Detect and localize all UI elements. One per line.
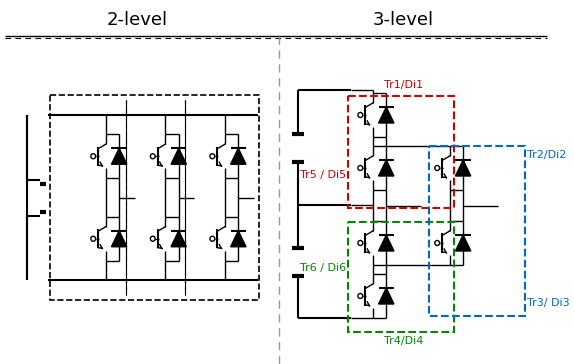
Text: 2-level: 2-level — [107, 11, 168, 29]
Polygon shape — [379, 160, 394, 176]
Text: Tr4/Di4: Tr4/Di4 — [384, 336, 423, 346]
Text: Tr5 / Di5: Tr5 / Di5 — [300, 170, 346, 180]
Bar — [348, 96, 453, 208]
Text: Tr1/Di1: Tr1/Di1 — [384, 80, 423, 90]
Text: Tr3/ Di3: Tr3/ Di3 — [526, 298, 569, 308]
Polygon shape — [455, 160, 471, 176]
Bar — [50, 95, 259, 300]
Polygon shape — [111, 148, 127, 164]
Text: Tr6 / Di6: Tr6 / Di6 — [300, 263, 346, 273]
Polygon shape — [231, 148, 246, 164]
Bar — [348, 222, 453, 332]
Text: Tr2/Di2: Tr2/Di2 — [526, 150, 566, 160]
Polygon shape — [379, 288, 394, 304]
Polygon shape — [171, 148, 187, 164]
Polygon shape — [231, 231, 246, 247]
Polygon shape — [379, 107, 394, 123]
Polygon shape — [111, 231, 127, 247]
Text: 3-level: 3-level — [373, 11, 434, 29]
Polygon shape — [379, 235, 394, 251]
Polygon shape — [455, 235, 471, 251]
Bar — [429, 146, 525, 316]
Polygon shape — [171, 231, 187, 247]
